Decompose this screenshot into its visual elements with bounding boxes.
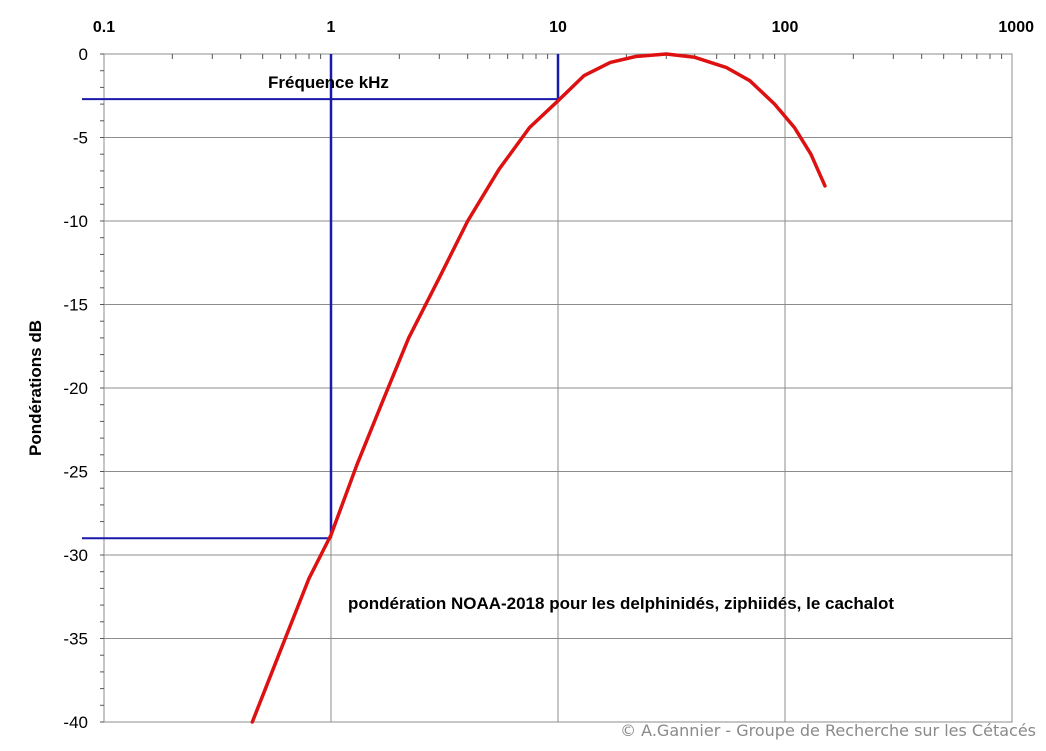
y-tick-label-4: -20 (63, 379, 88, 398)
x-tick-label-3: 100 (772, 19, 799, 36)
y-tick-label-3: -15 (63, 296, 88, 315)
chart-annotation: pondération NOAA-2018 pour les delphinid… (348, 594, 894, 613)
y-tick-label-7: -35 (63, 630, 88, 649)
series-line-0 (250, 52, 827, 724)
x-tick-label-2: 10 (549, 19, 567, 36)
y-tick-label-8: -40 (63, 713, 88, 732)
x-tick-label-0: 0.1 (93, 19, 115, 36)
y-tick-label-2: -10 (63, 212, 88, 231)
credit-text: © A.Gannier - Groupe de Recherche sur le… (620, 721, 1036, 740)
y-tick-label-1: -5 (73, 129, 88, 148)
y-axis-title: Pondérations dB (26, 320, 45, 456)
y-tick-label-0: 0 (79, 45, 88, 64)
y-tick-label-6: -30 (63, 546, 88, 565)
x-axis-title: Fréquence kHz (268, 73, 389, 92)
x-tick-labels: 0.1 1 10 100 1000 (93, 19, 1034, 36)
reference-lines (82, 54, 560, 540)
minor-ticks (100, 53, 1003, 723)
y-tick-label-5: -25 (63, 463, 88, 482)
x-tick-label-4: 1000 (998, 19, 1034, 36)
series-layer (250, 52, 827, 724)
x-tick-label-1: 1 (327, 19, 336, 36)
y-tick-labels: 0 -5 -10 -15 -20 -25 -30 -35 -40 (63, 45, 88, 732)
